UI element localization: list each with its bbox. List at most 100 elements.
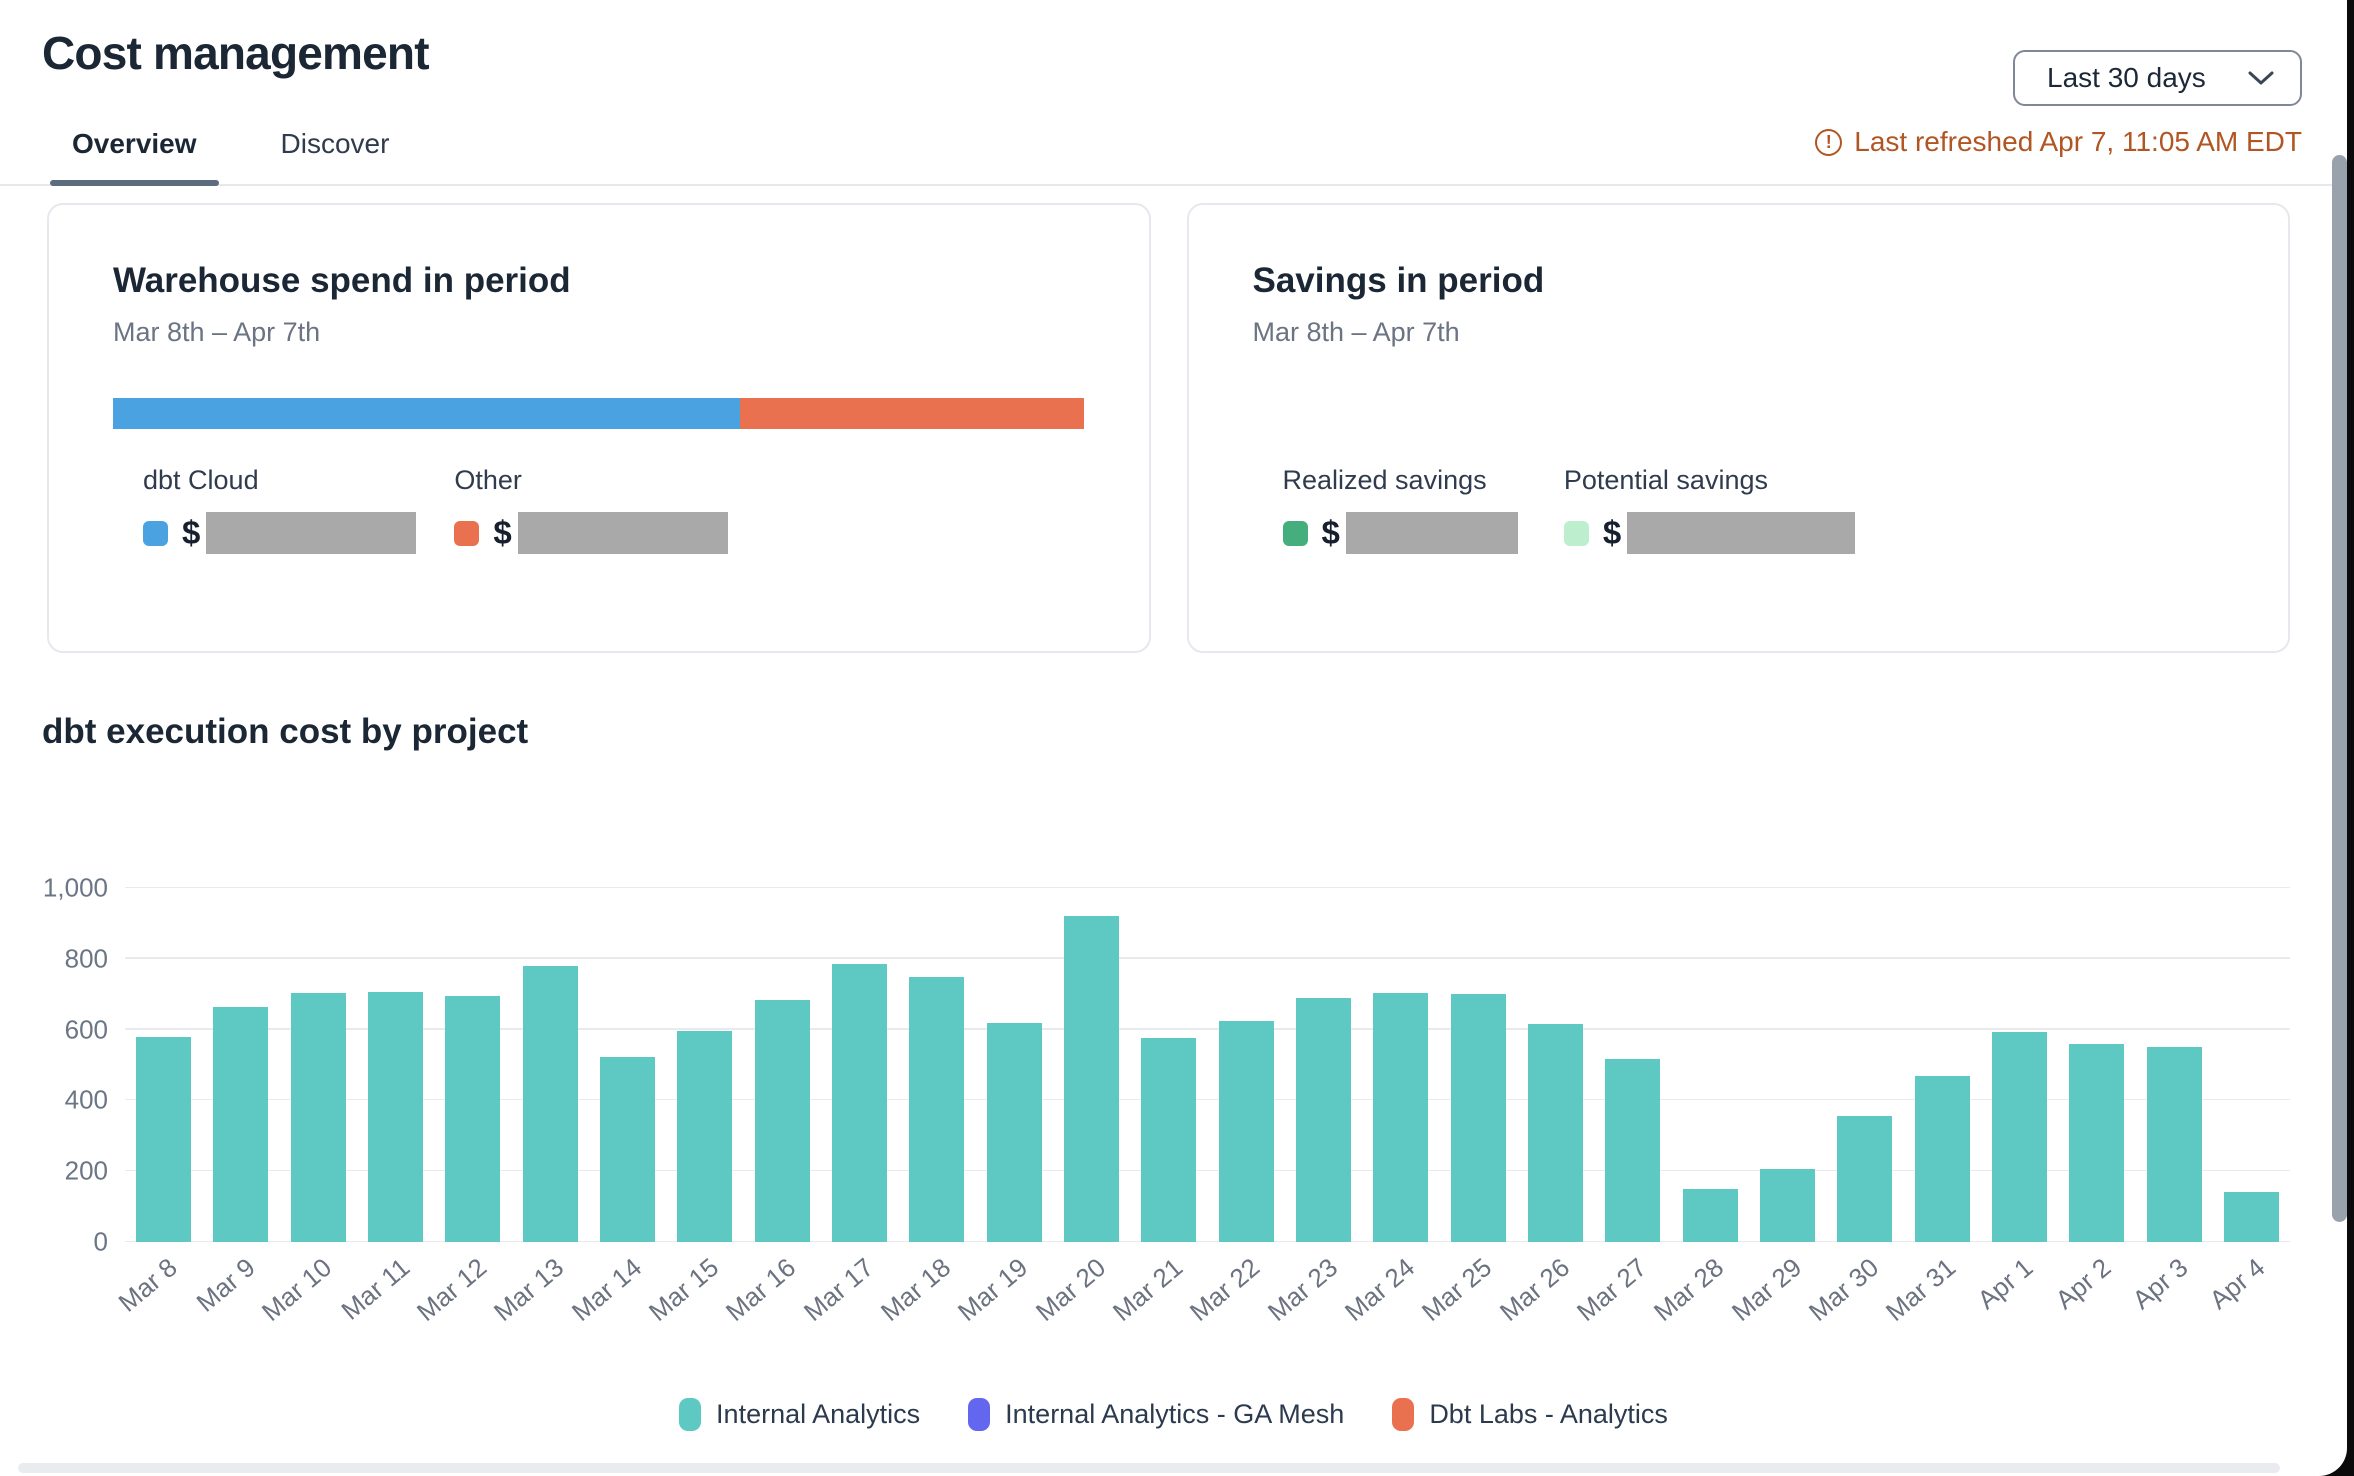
bar xyxy=(1992,1032,2048,1242)
card-title: Savings in period xyxy=(1252,261,1545,300)
tab-bar: Overview Discover xyxy=(0,120,2347,186)
currency-symbol: $ xyxy=(1321,514,1340,551)
y-tick-label: 0 xyxy=(93,1226,108,1257)
y-tick-label: 400 xyxy=(64,1084,108,1115)
x-tick-slot: Mar 10 xyxy=(256,1248,357,1328)
legend-item-label: Internal Analytics xyxy=(716,1399,921,1429)
x-tick-label: Apr 3 xyxy=(2126,1252,2194,1315)
legend-item-label: Dbt Labs - Analytics xyxy=(1429,1399,1668,1429)
vertical-scrollbar-thumb[interactable] xyxy=(2332,155,2347,1222)
x-tick-slot: Mar 31 xyxy=(1880,1248,1981,1328)
last-refreshed-text: Last refreshed Apr 7, 11:05 AM EDT xyxy=(1854,126,2302,157)
tab-overview[interactable]: Overview xyxy=(50,120,219,186)
legend-value: $ xyxy=(1282,512,1518,554)
gridline xyxy=(125,1028,2290,1030)
x-tick-label: Apr 4 xyxy=(2203,1252,2271,1315)
legend-group-potential: Potential savings $ xyxy=(1563,465,1856,554)
bar xyxy=(522,965,578,1242)
bar-slot xyxy=(512,888,589,1242)
bar xyxy=(136,1036,192,1242)
redacted-amount xyxy=(517,512,728,554)
gridline xyxy=(125,886,2290,888)
potential-savings-swatch xyxy=(1563,520,1589,546)
bar-slot xyxy=(1053,888,1130,1242)
y-tick-label: 200 xyxy=(64,1155,108,1186)
x-tick-slot: Apr 1 xyxy=(1972,1248,2058,1328)
chevron-down-icon xyxy=(2248,71,2274,85)
x-axis-labels: Mar 8 Mar 9 Mar 10 Mar 11 Mar 12 Mar 13 Mar 14… xyxy=(113,1248,2290,1328)
bar xyxy=(1760,1169,1816,1242)
card-title: Warehouse spend in period xyxy=(113,261,571,300)
currency-symbol: $ xyxy=(1602,514,1622,551)
summary-cards: Warehouse spend in period Mar 8th – Apr … xyxy=(47,203,2290,653)
last-refreshed-status: ! Last refreshed Apr 7, 11:05 AM EDT xyxy=(1815,126,2302,158)
bar xyxy=(600,1056,656,1242)
legend-group-other: Other $ xyxy=(454,465,728,554)
bar xyxy=(832,964,888,1242)
legend-label: Realized savings xyxy=(1282,465,1487,495)
bar-slot xyxy=(666,888,743,1242)
bar xyxy=(1218,1021,1274,1242)
legend-value: $ xyxy=(1563,512,1856,554)
legend-item-dbt-labs[interactable]: Dbt Labs - Analytics xyxy=(1392,1398,1668,1431)
page-title: Cost management xyxy=(42,27,430,79)
currency-symbol: $ xyxy=(493,514,512,551)
other-swatch xyxy=(454,520,480,546)
tab-discover[interactable]: Discover xyxy=(280,128,390,159)
bar xyxy=(1528,1023,1584,1242)
y-tick-label: 1,000 xyxy=(42,872,108,903)
bar-slot xyxy=(357,888,434,1242)
dbt-cloud-swatch xyxy=(143,520,168,546)
bar-slot xyxy=(1981,888,2058,1242)
legend-label: Other xyxy=(454,465,522,495)
gridline xyxy=(125,1240,2290,1242)
legend-item-internal-analytics[interactable]: Internal Analytics xyxy=(679,1398,920,1431)
horizontal-scrollbar[interactable] xyxy=(18,1463,2280,1473)
legend-value: $ xyxy=(454,512,728,554)
y-tick-label: 600 xyxy=(64,1014,108,1045)
gridline xyxy=(125,1169,2290,1172)
bar-slot xyxy=(1904,888,1981,1242)
bar xyxy=(368,992,424,1242)
bar-slot xyxy=(1440,888,1517,1242)
x-tick-slot: Apr 4 xyxy=(2204,1248,2290,1328)
bar-slot xyxy=(1208,888,1285,1242)
currency-symbol: $ xyxy=(182,514,201,551)
savings-legend: Realized savings $ Potential savings $ xyxy=(1282,465,2225,554)
card-period: Mar 8th – Apr 7th xyxy=(1252,317,1460,347)
gridline xyxy=(125,1098,2290,1101)
bar-slot xyxy=(202,888,279,1242)
bar xyxy=(1605,1058,1661,1242)
bar-series xyxy=(125,888,2290,1242)
bar xyxy=(1682,1188,1738,1242)
bar xyxy=(1914,1075,1970,1242)
bar xyxy=(445,995,501,1242)
x-tick-label: Mar 8 xyxy=(112,1252,183,1318)
spacer xyxy=(1253,348,2225,429)
redacted-amount xyxy=(1345,512,1518,554)
legend-item-ga-mesh[interactable]: Internal Analytics - GA Mesh xyxy=(968,1398,1344,1431)
bar-slot xyxy=(280,888,357,1242)
plot-area xyxy=(125,886,2290,1242)
internal-analytics-swatch xyxy=(679,1398,702,1431)
bar-slot xyxy=(1826,888,1903,1242)
x-tick-slot: Apr 3 xyxy=(2127,1248,2213,1328)
legend-group-realized: Realized savings $ xyxy=(1282,465,1518,554)
bar-slot xyxy=(1749,888,1826,1242)
realized-savings-swatch xyxy=(1282,520,1308,546)
card-period: Mar 8th – Apr 7th xyxy=(113,317,321,347)
warehouse-spend-card: Warehouse spend in period Mar 8th – Apr … xyxy=(47,203,1151,653)
bar xyxy=(909,976,965,1242)
legend-group-dbt-cloud: dbt Cloud $ xyxy=(143,465,417,554)
period-selector-dropdown[interactable]: Last 30 days xyxy=(2013,50,2302,106)
bar xyxy=(2069,1044,2125,1242)
bar-slot xyxy=(2136,888,2213,1242)
period-selector-value: Last 30 days xyxy=(2047,62,2206,93)
alert-circle-icon: ! xyxy=(1815,128,1843,156)
bar-slot xyxy=(589,888,666,1242)
bar-slot xyxy=(976,888,1053,1242)
bar xyxy=(2224,1192,2280,1242)
bar-slot xyxy=(1285,888,1362,1242)
bar-slot xyxy=(125,888,202,1242)
